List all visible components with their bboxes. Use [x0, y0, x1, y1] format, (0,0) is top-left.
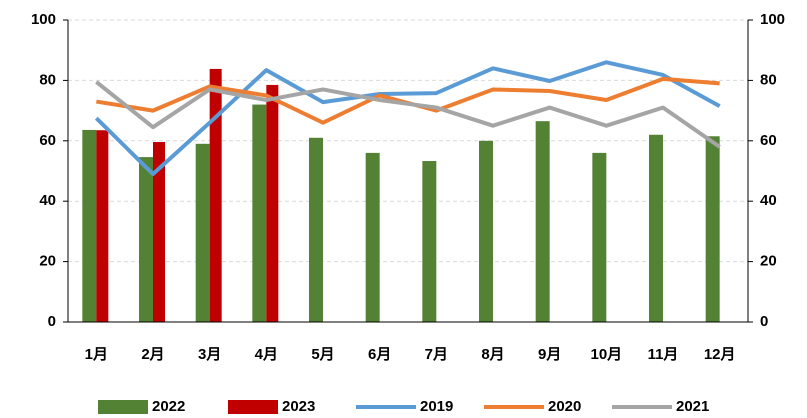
bar: [82, 129, 97, 322]
y2-tick-label: 40: [760, 192, 777, 209]
x-tick-label: 1月: [85, 346, 108, 363]
bar: [153, 142, 165, 322]
bar: [649, 134, 663, 322]
x-tick-label: 12月: [704, 346, 736, 363]
legend-label: 2019: [420, 398, 453, 415]
bar: [592, 152, 607, 322]
bar: [96, 130, 109, 322]
line-series: [95, 80, 721, 149]
x-tick-label: 9月: [538, 346, 561, 363]
y-tick-label: 80: [39, 71, 56, 88]
bar: [535, 121, 550, 322]
legend-label: 2020: [548, 398, 581, 415]
bar: [309, 137, 323, 322]
x-tick-label: 5月: [311, 346, 334, 363]
x-tick-label: 4月: [255, 346, 278, 363]
y-tick-label: 100: [31, 11, 56, 28]
y2-tick-label: 20: [760, 253, 777, 270]
bar: [705, 136, 720, 322]
y2-tick-label: 80: [760, 71, 777, 88]
y2-tick-label: 0: [760, 313, 768, 330]
legend-swatch: [98, 400, 148, 414]
x-tick-label: 11月: [648, 346, 679, 363]
bar: [266, 84, 279, 323]
bar: [209, 68, 222, 322]
x-tick-label: 6月: [368, 346, 391, 363]
bar: [252, 104, 267, 322]
y-tick-label: 40: [39, 192, 56, 209]
y2-tick-label: 60: [760, 132, 777, 149]
bar: [365, 152, 380, 322]
bar: [139, 157, 153, 322]
y2-tick-label: 100: [760, 11, 785, 28]
x-tick-label: 2月: [141, 346, 164, 363]
y-tick-label: 20: [39, 253, 56, 270]
x-tick-label: 3月: [198, 346, 221, 363]
legend-label: 2021: [676, 398, 709, 415]
legend-swatch: [228, 400, 278, 414]
y-tick-label: 0: [48, 313, 56, 330]
bar: [195, 143, 210, 322]
bar: [479, 140, 493, 322]
x-tick-label: 8月: [481, 346, 504, 363]
bar: [422, 161, 437, 322]
x-tick-label: 10月: [590, 346, 622, 363]
line-series: [94, 60, 721, 177]
legend-label: 2022: [152, 398, 185, 415]
y-tick-label: 60: [39, 132, 56, 149]
legend-label: 2023: [282, 398, 315, 415]
x-tick-label: 7月: [425, 346, 448, 363]
